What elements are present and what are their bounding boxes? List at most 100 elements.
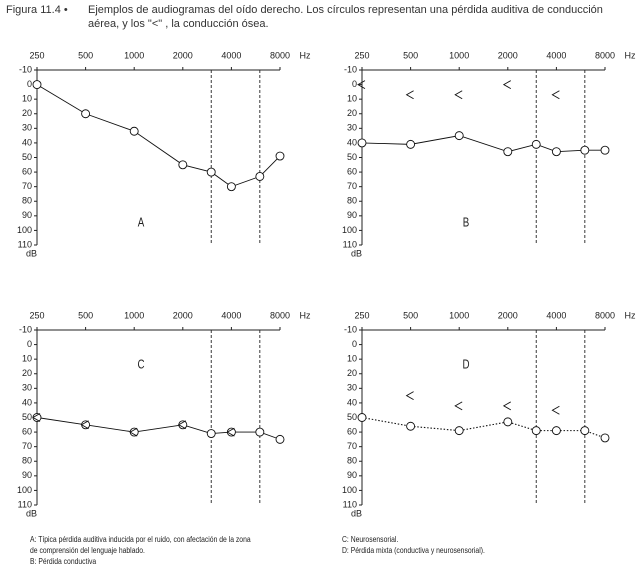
bone-marker (129, 427, 138, 437)
x-tick-label: 8000 (595, 310, 615, 320)
y-tick-label: 0 (352, 79, 357, 89)
air-marker (531, 139, 541, 149)
bone-marker (551, 405, 560, 415)
air-marker (357, 413, 367, 422)
x-tick-label: 2000 (173, 50, 193, 60)
bone-marker (454, 90, 463, 100)
y-tick-label: 60 (22, 166, 32, 176)
x-tick-label: 250 (354, 50, 369, 60)
series-line (36, 84, 281, 188)
y-unit: dB (351, 508, 362, 518)
y-tick-label: -10 (19, 324, 32, 334)
x-tick-label: 250 (29, 50, 44, 60)
x-tick-label: 2000 (173, 310, 193, 320)
panel-label: B (463, 216, 470, 230)
y-tick-label: -10 (344, 64, 357, 74)
x-tick-label: 500 (78, 50, 93, 60)
air-marker (551, 147, 561, 157)
y-tick-label: 50 (22, 412, 32, 422)
y-tick-label: 50 (22, 152, 32, 162)
bone-marker (502, 80, 512, 89)
y-tick-label: 80 (22, 456, 32, 466)
x-tick-label: 4000 (546, 310, 566, 320)
x-tick-label: 500 (78, 310, 93, 320)
y-tick-label: 60 (347, 426, 357, 436)
y-tick-label: -10 (344, 324, 357, 334)
y-tick-label: 40 (22, 397, 32, 407)
y-tick-label: 100 (17, 485, 32, 495)
air-marker (551, 426, 561, 436)
series-line (361, 135, 605, 153)
air-marker (178, 160, 188, 170)
bone-marker (405, 90, 414, 100)
y-tick-label: 30 (22, 383, 32, 393)
y-tick-label: 100 (342, 225, 357, 235)
y-tick-label: 100 (342, 485, 357, 495)
x-tick-label: 500 (403, 310, 418, 320)
x-tick-label: 250 (29, 310, 44, 320)
bone-marker (502, 401, 512, 411)
y-unit: dB (26, 248, 37, 258)
x-unit: Hz (625, 310, 636, 320)
y-tick-label: 0 (352, 339, 357, 349)
y-tick-label: 40 (347, 137, 357, 147)
air-marker (454, 426, 464, 436)
x-tick-label: 8000 (270, 310, 290, 320)
x-tick-label: 2000 (498, 310, 518, 320)
air-marker (255, 427, 265, 437)
y-unit: dB (26, 508, 37, 518)
bone-marker (32, 413, 41, 422)
air-marker (226, 182, 236, 192)
air-marker (32, 80, 42, 90)
x-tick-label: 1000 (124, 50, 144, 60)
air-marker (600, 433, 610, 443)
y-tick-label: 80 (22, 196, 32, 206)
y-tick-label: -10 (19, 64, 32, 74)
air-marker (503, 417, 513, 427)
y-tick-label: 70 (347, 181, 357, 191)
y-tick-label: 30 (347, 383, 357, 393)
x-tick-label: 1000 (124, 310, 144, 320)
y-tick-label: 10 (22, 354, 32, 364)
y-tick-label: 60 (22, 426, 32, 436)
y-tick-label: 110 (18, 499, 32, 509)
y-tick-label: 90 (347, 210, 357, 220)
figure-number: Figura 11.4 • (6, 4, 68, 16)
note: D: Pérdida mixta (conductiva y neurosens… (342, 546, 485, 555)
x-tick-label: 4000 (221, 310, 241, 320)
x-tick-label: 1000 (449, 50, 469, 60)
series-line (36, 417, 281, 440)
air-marker (206, 167, 216, 177)
y-tick-label: 70 (22, 181, 32, 191)
y-tick-label: 40 (347, 397, 357, 407)
caption: Figura 11.4 • Ejemplos de audiogramas de… (6, 3, 608, 31)
y-tick-label: 70 (22, 441, 32, 451)
bone-marker (177, 420, 187, 430)
air-marker (454, 131, 464, 141)
bone-marker (551, 90, 560, 100)
note: C: Neurosensorial. (342, 535, 399, 544)
bone-marker (80, 420, 89, 430)
air-marker (129, 126, 139, 136)
air-marker (275, 151, 285, 161)
y-tick-label: 10 (347, 94, 357, 104)
y-tick-label: 110 (18, 239, 32, 249)
air-marker (503, 147, 513, 157)
y-tick-label: 0 (27, 79, 32, 89)
x-tick-label: 250 (354, 310, 369, 320)
note: B: Pérdida conductiva (30, 557, 97, 566)
figure-caption: Ejemplos de audiogramas del oído derecho… (88, 4, 603, 30)
bone-marker (454, 401, 463, 411)
y-unit: dB (351, 248, 362, 258)
bone-marker (357, 80, 366, 89)
y-tick-label: 90 (22, 210, 32, 220)
air-marker (406, 421, 416, 431)
y-tick-label: 80 (347, 456, 357, 466)
y-tick-label: 60 (347, 166, 357, 176)
air-marker (357, 138, 367, 148)
air-marker (275, 434, 285, 444)
y-tick-label: 110 (343, 499, 357, 509)
x-tick-label: 1000 (449, 310, 469, 320)
